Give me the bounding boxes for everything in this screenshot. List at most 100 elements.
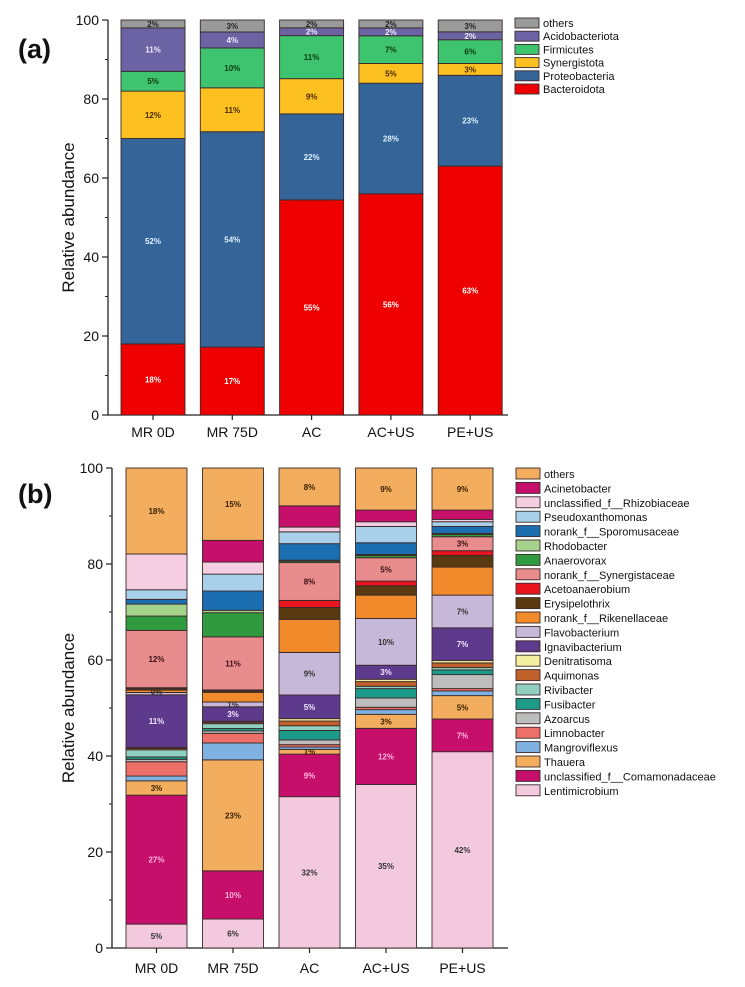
bar-segment-pseudoxanthomonas	[278, 531, 341, 545]
bar-segment-norank-f-synergistaceae	[202, 636, 264, 691]
legend-label: Rhodobacter	[544, 541, 607, 553]
bar-segment-unclassified-f-comamonadaceae	[278, 753, 341, 798]
data-label: 17%	[224, 377, 240, 386]
bar-segment-norank-f-sporomusaceae	[278, 543, 341, 561]
legend-item: Lentimicrobium	[515, 784, 619, 798]
data-label: 8%	[304, 577, 316, 586]
legend-item: norank_f__Synergistaceae	[515, 568, 675, 582]
bar-segment-norank-f-rikenellaceae	[278, 618, 341, 653]
legend-item: Acinetobacter	[515, 481, 612, 495]
legend-label: Azoarcus	[544, 714, 590, 726]
bar-segment-others	[199, 19, 265, 33]
data-label: 42%	[454, 846, 470, 855]
bar-segment-aquimonas	[431, 662, 494, 669]
legend-label: norank_f__Rikenellaceae	[544, 613, 668, 625]
data-label: 3%	[380, 717, 392, 726]
legend-label: Mangroviflexus	[544, 743, 618, 755]
legend-swatch	[515, 726, 541, 739]
data-label: 11%	[225, 659, 241, 668]
legend-item: Pseudoxanthomonas	[515, 510, 648, 524]
bar-segment-azoarcus	[431, 674, 494, 690]
bar-segment-proteobacteria	[279, 113, 345, 201]
data-label: 3%	[464, 22, 476, 31]
data-label: 5%	[457, 703, 469, 712]
legend-label: Rivibacter	[544, 685, 593, 697]
legend-swatch	[514, 83, 540, 95]
legend-label: norank_f__Synergistaceae	[544, 570, 675, 582]
data-label: 3%	[464, 65, 476, 74]
data-label: 10%	[225, 891, 241, 900]
legend-swatch	[515, 741, 541, 754]
bar-segment-bacteroidota	[120, 343, 186, 416]
legend-item: Rivibacter	[515, 683, 593, 697]
bar-segment-others	[279, 19, 345, 29]
legend-swatch	[515, 582, 541, 595]
y-axis-label: Relative abundance	[59, 633, 78, 783]
bar-segment-acidobacteriota	[120, 27, 186, 72]
data-label: 2%	[385, 20, 397, 29]
bar-segment-bacteroidota	[199, 346, 265, 416]
data-label: 5%	[151, 932, 163, 941]
legend-item: Mangroviflexus	[515, 741, 618, 755]
bar-segment-rivibacter	[202, 723, 264, 729]
data-label: 63%	[462, 287, 478, 296]
panel-label: (a)	[18, 34, 51, 64]
legend-swatch	[514, 43, 540, 55]
legend-label: Flavobacterium	[544, 627, 619, 639]
data-label: 7%	[385, 46, 397, 55]
bar-segment-aquimonas	[278, 720, 341, 727]
bar-segment-norank-f-sporomusaceae	[202, 590, 264, 611]
bar-segment-synergistota	[120, 90, 186, 139]
data-label: 54%	[224, 235, 240, 244]
legend-label: Aquimonas	[544, 671, 600, 683]
legend-label: Synergistota	[543, 58, 605, 70]
data-label: 3%	[227, 22, 239, 31]
legend-label: unclassified_f__Comamonadaceae	[544, 771, 716, 783]
bar-segment-acetoanaerobium	[431, 550, 494, 556]
legend-item: Fusibacter	[515, 697, 596, 711]
legend-swatch	[515, 654, 541, 667]
bar-segment-others	[431, 467, 494, 511]
data-label: 2%	[306, 20, 318, 29]
bar-segment-bacteroidota	[279, 199, 345, 416]
data-label: 6%	[464, 48, 476, 57]
panel-b: (b) 0 20 40 60 80 100 Relative abundance 5% 27% 3%…	[18, 460, 716, 976]
bar-segment-ignavibacterium	[125, 694, 188, 748]
legend-swatch	[515, 553, 541, 566]
bar-segment-acetoanaerobium	[355, 580, 417, 587]
legend-swatch	[515, 625, 541, 638]
bar-stack: 17% 54% 11% 10% 4% 3%	[199, 19, 265, 416]
data-label: 9%	[306, 92, 318, 101]
bar-segment-aquimonas	[355, 681, 417, 687]
data-label: 22%	[304, 153, 320, 162]
legend-swatch	[515, 669, 541, 682]
y-tick-label: 80	[87, 556, 103, 572]
legend-item: Thauera	[515, 755, 586, 769]
bar-stack: 32% 9% 1% 5% 9% 8% 8%	[278, 467, 341, 949]
bar-segment-norank-f-sporomusaceae	[355, 542, 417, 555]
legend-label: Acinetobacter	[544, 483, 612, 495]
bar-segment-norank-f-synergistaceae	[278, 562, 341, 601]
legend-swatch	[515, 611, 541, 624]
data-label: 9%	[304, 670, 316, 679]
bar-segment-others	[355, 467, 417, 511]
bar-segment-rivibacter	[278, 725, 341, 731]
bar-segment-acetoanaerobium	[278, 599, 341, 608]
bar-segment-mangroviflexus	[431, 690, 494, 697]
data-label: 11%	[145, 46, 161, 55]
legend-item: Denitratisoma	[515, 654, 613, 668]
bar-segment-others	[278, 467, 341, 507]
bar-segment-norank-f-rikenellaceae	[202, 691, 264, 703]
x-tick-label: AC+US	[367, 424, 414, 440]
legend-item: unclassified_f__Rhizobiaceae	[515, 496, 690, 510]
data-label: 23%	[462, 117, 478, 126]
legend-swatch	[515, 784, 541, 797]
data-label: 3%	[457, 540, 469, 549]
legend-label: Fusibacter	[544, 699, 596, 711]
legend-label: Firmicutes	[543, 44, 594, 56]
data-label: 35%	[378, 862, 394, 871]
data-label: 5%	[304, 703, 316, 712]
bar-segment-proteobacteria	[120, 138, 186, 345]
bar-segment-mangroviflexus	[202, 742, 264, 761]
